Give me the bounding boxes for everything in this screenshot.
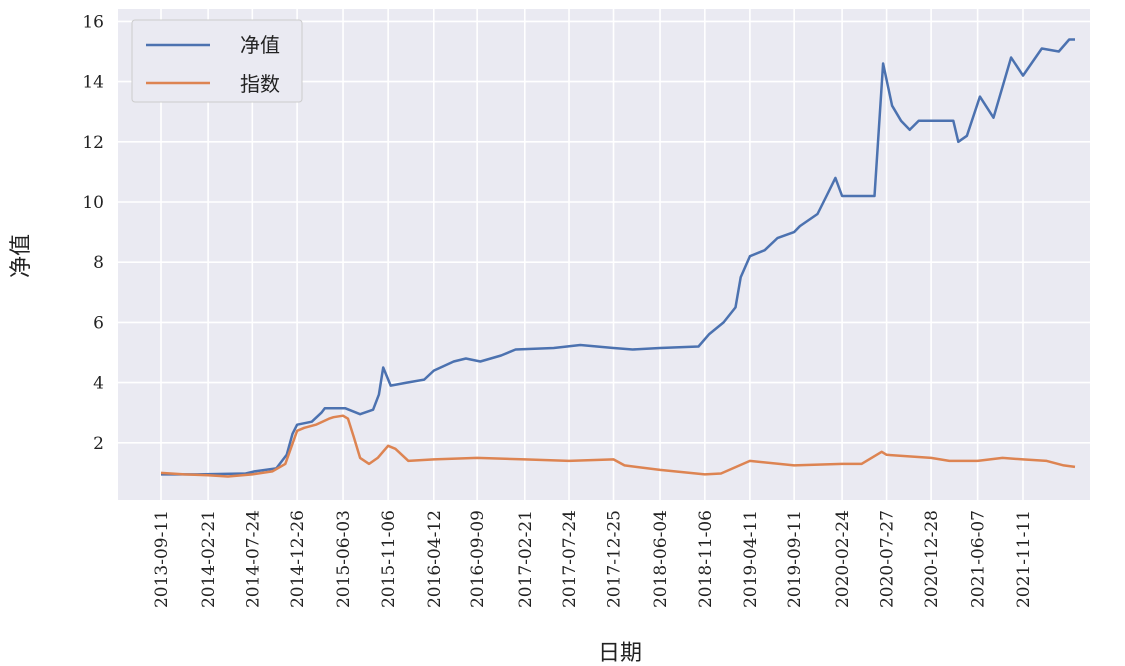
legend-label-index: 指数 <box>240 72 280 96</box>
x-tick-label: 2016-04-12 <box>425 510 445 608</box>
y-tick-label: 6 <box>93 313 104 333</box>
x-tick-label: 2014-12-26 <box>288 510 308 608</box>
x-tick-label: 2018-11-06 <box>696 510 716 608</box>
y-tick-label: 4 <box>93 374 104 394</box>
x-tick-label: 2018-06-04 <box>651 510 671 608</box>
x-tick-label: 2019-04-11 <box>741 510 761 608</box>
x-tick-label: 2016-09-09 <box>468 510 488 608</box>
x-tick-label: 2020-12-28 <box>922 510 942 608</box>
x-axis-title: 日期 <box>598 641 642 666</box>
y-tick-label: 14 <box>82 73 104 93</box>
x-tick-label: 2021-11-11 <box>1014 510 1034 608</box>
x-tick-labels: 2013-09-11 2014-02-21 2014-07-24 2014-12-26… <box>152 510 1034 608</box>
series-line-index <box>160 414 1076 478</box>
x-tick-label: 2015-06-03 <box>334 510 354 608</box>
x-tick-label: 2014-02-21 <box>199 510 219 608</box>
x-tick-label: 2017-12-25 <box>605 510 625 608</box>
x-tick-label: 2019-09-11 <box>785 510 805 608</box>
legend: 净值 指数 <box>131 19 303 103</box>
x-tick-label: 2020-02-24 <box>833 510 853 608</box>
y-tick-labels: 2 4 6 8 10 12 14 16 <box>82 12 104 453</box>
x-tick-label: 2013-09-11 <box>152 510 172 608</box>
legend-box <box>131 19 303 103</box>
y-tick-label: 2 <box>93 434 104 454</box>
x-tick-label: 2015-11-06 <box>379 510 399 608</box>
x-tick-label: 2014-07-24 <box>243 510 263 608</box>
x-tick-label: 2020-07-27 <box>878 510 898 608</box>
y-tick-label: 16 <box>82 12 104 32</box>
x-tick-label: 2017-07-24 <box>560 510 580 608</box>
series-layer <box>160 38 1076 478</box>
y-axis-title: 净值 <box>9 234 34 278</box>
y-tick-label: 8 <box>93 253 104 273</box>
legend-label-net-value: 净值 <box>240 33 280 57</box>
y-tick-label: 10 <box>82 193 104 213</box>
x-tick-label: 2021-06-07 <box>969 510 989 608</box>
y-tick-label: 12 <box>82 133 104 153</box>
x-tick-label: 2017-02-21 <box>516 510 536 608</box>
series-line-net-value <box>161 38 1075 476</box>
